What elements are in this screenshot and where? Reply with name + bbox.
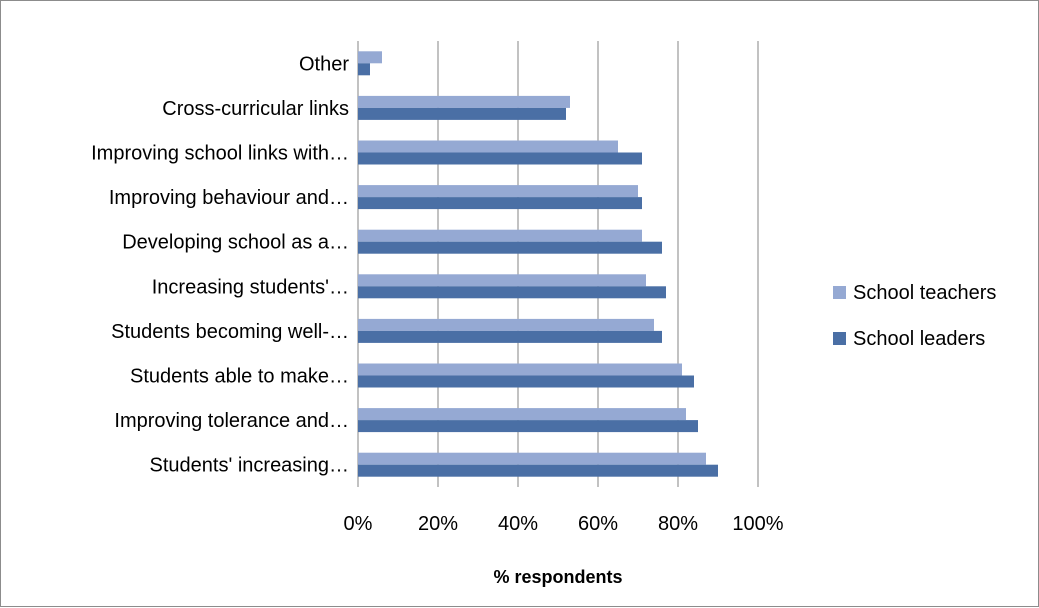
x-tick-label: 20%: [418, 513, 458, 535]
bar-school-leaders[interactable]: [358, 464, 718, 477]
category-label: Students' increasing…: [150, 455, 349, 477]
category-label: Cross-curricular links: [162, 98, 349, 120]
x-axis-title: % respondents: [493, 567, 622, 587]
category-label: Developing school as a…: [122, 232, 349, 254]
x-tick-label: 100%: [732, 513, 783, 535]
bar-school-leaders[interactable]: [358, 375, 694, 388]
bar-school-teachers[interactable]: [358, 452, 706, 465]
bars: [358, 51, 718, 477]
x-tick-label: 80%: [658, 513, 698, 535]
legend-swatch: [833, 332, 846, 345]
category-labels: Other Cross-curricular links Improving sch…: [91, 53, 349, 476]
category-label: Increasing students'…: [152, 276, 349, 298]
bar-school-leaders[interactable]: [358, 286, 666, 299]
x-tick-labels: 0% 20% 40% 60% 80% 100%: [344, 513, 784, 535]
legend-label: School leaders: [853, 328, 985, 350]
bar-school-teachers[interactable]: [358, 363, 682, 376]
x-tick-label: 40%: [498, 513, 538, 535]
category-label: Improving school links with…: [91, 143, 349, 165]
bar-school-leaders[interactable]: [358, 241, 662, 254]
bar-school-teachers[interactable]: [358, 51, 382, 64]
bar-school-leaders[interactable]: [358, 330, 662, 343]
bar-school-teachers[interactable]: [358, 95, 570, 108]
bar-school-leaders[interactable]: [358, 107, 566, 120]
bar-school-teachers[interactable]: [358, 140, 618, 153]
bar-school-teachers[interactable]: [358, 274, 646, 287]
bar-school-teachers[interactable]: [358, 318, 654, 331]
x-tick-label: 0%: [344, 513, 373, 535]
bar-school-leaders[interactable]: [358, 63, 370, 76]
category-label: Other: [299, 53, 349, 75]
category-label: Students able to make…: [130, 366, 349, 388]
bar-school-teachers[interactable]: [358, 185, 638, 198]
category-label: Students becoming well-…: [111, 321, 349, 343]
x-tick-label: 60%: [578, 513, 618, 535]
legend[interactable]: School teachers School leaders: [833, 282, 996, 350]
category-label: Improving behaviour and…: [109, 187, 349, 209]
bar-school-teachers[interactable]: [358, 408, 686, 421]
bar-school-leaders[interactable]: [358, 152, 642, 165]
category-label: Improving tolerance and…: [114, 410, 349, 432]
bar-school-leaders[interactable]: [358, 420, 698, 433]
bar-school-teachers[interactable]: [358, 229, 642, 242]
legend-label: School teachers: [853, 282, 996, 304]
legend-swatch: [833, 286, 846, 299]
bar-school-leaders[interactable]: [358, 197, 642, 210]
